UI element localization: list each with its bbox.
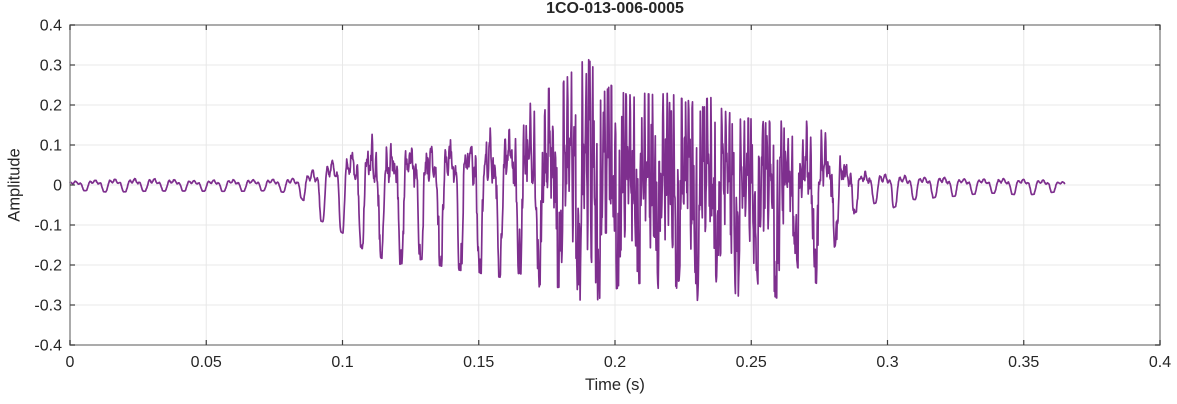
waveform-line	[69, 58, 1066, 302]
svg-text:0.15: 0.15	[463, 354, 494, 371]
grid-lines	[70, 25, 1160, 345]
x-axis-label: Time (s)	[585, 376, 645, 394]
svg-text:0.35: 0.35	[1008, 354, 1039, 371]
svg-text:0.4: 0.4	[40, 18, 62, 35]
chart-title: 1CO-013-006-0005	[546, 0, 684, 17]
y-tick-labels: -0.4 -0.3 -0.2 -0.1 0 0.1 0.2 0.3 0.4	[34, 18, 62, 355]
svg-text:0.3: 0.3	[40, 58, 62, 75]
svg-text:-0.4: -0.4	[34, 338, 62, 355]
svg-text:0.4: 0.4	[1149, 354, 1171, 371]
svg-text:0.3: 0.3	[876, 354, 898, 371]
svg-text:0: 0	[66, 354, 75, 371]
svg-text:0.2: 0.2	[40, 98, 62, 115]
svg-text:0.2: 0.2	[604, 354, 626, 371]
svg-text:-0.3: -0.3	[34, 298, 62, 315]
svg-text:0: 0	[53, 178, 62, 195]
svg-text:0.1: 0.1	[331, 354, 353, 371]
x-tick-labels: 0 0.05 0.1 0.15 0.2 0.25 0.3 0.35 0.4	[66, 354, 1172, 371]
svg-text:-0.1: -0.1	[34, 218, 62, 235]
axis-ticks	[69, 24, 1161, 346]
y-axis-label: Amplitude	[5, 148, 24, 222]
svg-text:0.25: 0.25	[736, 354, 767, 371]
svg-text:-0.2: -0.2	[34, 258, 62, 275]
svg-text:0.1: 0.1	[40, 138, 62, 155]
svg-text:0.05: 0.05	[191, 354, 222, 371]
